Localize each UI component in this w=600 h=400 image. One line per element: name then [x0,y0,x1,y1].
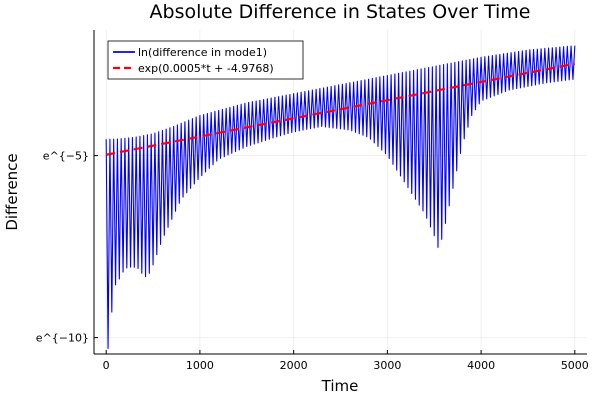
legend-box [107,40,304,80]
x-axis-label: Time [321,377,359,395]
series-line-mode1 [105,45,576,350]
x-tick-label: 2000 [280,359,308,372]
y-ticks: e^{−5} e^{−10} [36,150,98,345]
x-tick-label: 4000 [467,359,495,372]
y-axis-label: Difference [3,153,21,230]
x-tick-label: 0 [103,359,110,372]
chart-title: Absolute Difference in States Over Time [150,1,531,23]
x-tick-label: 1000 [186,359,214,372]
legend-label-mode1: ln(difference in mode1) [138,46,267,59]
series-line-fit [105,62,576,156]
legend: ln(difference in mode1) exp(0.0005*t + -… [107,40,304,80]
axes [93,30,587,355]
x-ticks: 0 1000 2000 3000 4000 5000 [103,350,589,372]
y-tick-label: e^{−5} [43,150,89,163]
x-tick-label: 3000 [373,359,401,372]
plot-area [105,45,576,350]
x-tick-label: 5000 [561,359,589,372]
y-tick-label: e^{−10} [36,332,89,345]
legend-label-fit: exp(0.0005*t + -4.9768) [138,62,274,75]
